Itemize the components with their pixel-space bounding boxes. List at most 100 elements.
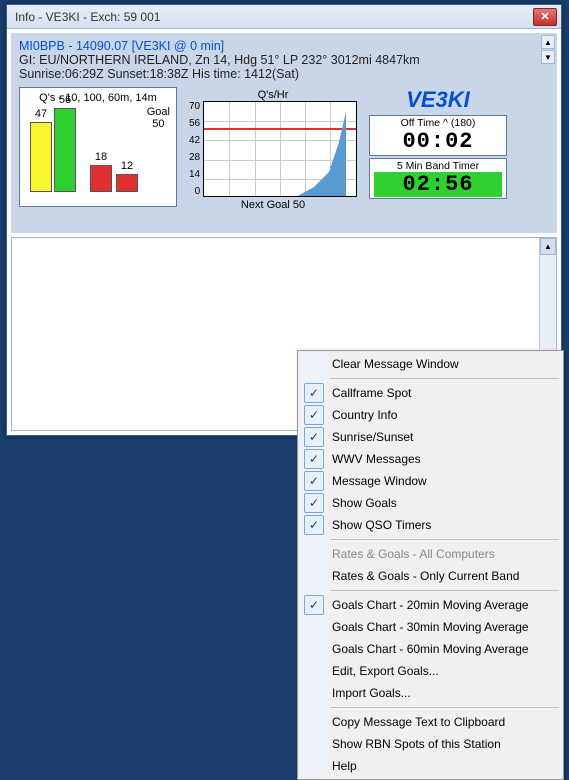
menu-item[interactable]: ✓ Country Info — [300, 404, 561, 426]
menu-item: Rates & Goals - All Computers — [300, 543, 561, 565]
info-panel: ▲ ▼ MI0BPB - 14090.07 [VE3KI @ 0 min] GI… — [11, 33, 557, 233]
menu-item[interactable]: ✓ Message Window — [300, 470, 561, 492]
menu-item[interactable]: ✓ Show QSO Timers — [300, 514, 561, 536]
off-time-value: 00:02 — [374, 129, 502, 154]
menu-separator — [330, 539, 559, 540]
menu-item[interactable]: ✓ Sunrise/Sunset — [300, 426, 561, 448]
menu-check-col — [302, 639, 326, 659]
menu-item[interactable]: Goals Chart - 60min Moving Average — [300, 638, 561, 660]
menu-item[interactable]: ✓ Goals Chart - 20min Moving Average — [300, 594, 561, 616]
menu-check-col: ✓ — [302, 427, 326, 447]
menu-item-label: Show Goals — [332, 496, 397, 510]
menu-item[interactable]: ✓ WWV Messages — [300, 448, 561, 470]
scroll-up-icon[interactable]: ▲ — [541, 35, 555, 49]
menu-check-col: ✓ — [302, 449, 326, 469]
menu-item-label: Show RBN Spots of this Station — [332, 737, 501, 751]
window-title: Info - VE3KI - Exch: 59 001 — [11, 10, 533, 24]
context-menu: Clear Message Window ✓ Callframe Spot ✓ Coun… — [297, 350, 564, 780]
qs-bar-value: 12 — [116, 160, 138, 172]
rate-chart — [203, 101, 357, 197]
menu-item-label: Import Goals... — [332, 686, 411, 700]
menu-check-col: ✓ — [302, 405, 326, 425]
qs-bar — [54, 108, 76, 192]
menu-item[interactable]: ✓ Callframe Spot — [300, 382, 561, 404]
rate-y-tick: 42 — [189, 135, 200, 146]
menu-item-label: Help — [332, 759, 357, 773]
menu-check-col: ✓ — [302, 471, 326, 491]
sun-line: Sunrise:06:29Z Sunset:18:38Z His time: 1… — [19, 67, 549, 81]
next-goal-label: Next Goal 50 — [185, 197, 361, 213]
menu-check-col — [302, 712, 326, 732]
menu-item-label: Rates & Goals - Only Current Band — [332, 569, 519, 583]
qs-goal-label: Goal50 — [147, 106, 170, 130]
rate-y-tick: 0 — [189, 186, 200, 197]
menu-check-col — [302, 617, 326, 637]
menu-item-label: Goals Chart - 20min Moving Average — [332, 598, 529, 612]
menu-check-col: ✓ — [302, 515, 326, 535]
menu-separator — [330, 590, 559, 591]
menu-check-col — [302, 354, 326, 374]
menu-item[interactable]: Goals Chart - 30min Moving Average — [300, 616, 561, 638]
off-time-box: Off Time ^ (180) 00:02 — [369, 115, 507, 156]
titlebar[interactable]: Info - VE3KI - Exch: 59 001 ✕ — [7, 5, 561, 29]
menu-check-col — [302, 566, 326, 586]
menu-item[interactable]: Clear Message Window — [300, 353, 561, 375]
qs-bar-value: 56 — [54, 94, 76, 106]
rate-chart-title: Q's/Hr — [185, 87, 361, 101]
qs-bar — [30, 122, 52, 192]
scrollbar-up-icon[interactable]: ▲ — [540, 238, 556, 255]
menu-check-col: ✓ — [302, 595, 326, 615]
qs-chart-title: Q's - 10, 100, 60m, 14m — [24, 92, 172, 104]
check-icon: ✓ — [304, 449, 324, 469]
timers-panel: VE3KI Off Time ^ (180) 00:02 5 Min Band … — [369, 87, 507, 221]
menu-item[interactable]: Show RBN Spots of this Station — [300, 733, 561, 755]
qs-bar — [90, 165, 112, 192]
menu-check-col: ✓ — [302, 493, 326, 513]
menu-item-label: Clear Message Window — [332, 357, 459, 371]
check-icon: ✓ — [304, 471, 324, 491]
band-timer-value: 02:56 — [374, 172, 502, 197]
menu-item-label: Goals Chart - 60min Moving Average — [332, 642, 529, 656]
band-timer-box: 5 Min Band Timer 02:56 — [369, 158, 507, 199]
menu-item-label: Sunrise/Sunset — [332, 430, 413, 444]
menu-item-label: Goals Chart - 30min Moving Average — [332, 620, 529, 634]
rate-y-tick: 56 — [189, 118, 200, 129]
scroll-down-icon[interactable]: ▼ — [541, 50, 555, 64]
qs-bar — [116, 174, 138, 192]
check-icon: ✓ — [304, 493, 324, 513]
menu-item[interactable]: ✓ Show Goals — [300, 492, 561, 514]
check-icon: ✓ — [304, 427, 324, 447]
menu-item[interactable]: Edit, Export Goals... — [300, 660, 561, 682]
rate-chart-panel: Q's/Hr 70564228140 Next Goal 50 — [185, 87, 361, 221]
menu-item[interactable]: Copy Message Text to Clipboard — [300, 711, 561, 733]
menu-item-label: Country Info — [332, 408, 397, 422]
menu-item-label: WWV Messages — [332, 452, 421, 466]
menu-separator — [330, 707, 559, 708]
menu-item[interactable]: Import Goals... — [300, 682, 561, 704]
menu-item-label: Message Window — [332, 474, 427, 488]
rate-y-tick: 14 — [189, 169, 200, 180]
panel-scroll-arrows: ▲ ▼ — [541, 35, 555, 64]
menu-check-col — [302, 756, 326, 776]
menu-check-col — [302, 734, 326, 754]
rate-area — [204, 102, 356, 196]
qs-chart-panel: Q's - 10, 100, 60m, 14m Goal50 4756 18 12 — [19, 87, 177, 207]
menu-item[interactable]: Help — [300, 755, 561, 777]
menu-item-label: Callframe Spot — [332, 386, 411, 400]
rate-y-tick: 28 — [189, 152, 200, 163]
country-line: GI: EU/NORTHERN IRELAND, Zn 14, Hdg 51° … — [19, 53, 549, 67]
menu-check-col — [302, 661, 326, 681]
menu-item-label: Show QSO Timers — [332, 518, 431, 532]
band-timer-label: 5 Min Band Timer — [374, 160, 502, 172]
menu-item-label: Rates & Goals - All Computers — [332, 547, 495, 561]
menu-item[interactable]: Rates & Goals - Only Current Band — [300, 565, 561, 587]
menu-check-col — [302, 544, 326, 564]
close-button[interactable]: ✕ — [533, 8, 557, 26]
check-icon: ✓ — [304, 515, 324, 535]
off-time-label: Off Time ^ (180) — [374, 117, 502, 129]
menu-check-col: ✓ — [302, 383, 326, 403]
qs-bar-value: 47 — [30, 108, 52, 120]
check-icon: ✓ — [304, 595, 324, 615]
qs-bar-value: 18 — [90, 151, 112, 163]
menu-separator — [330, 378, 559, 379]
